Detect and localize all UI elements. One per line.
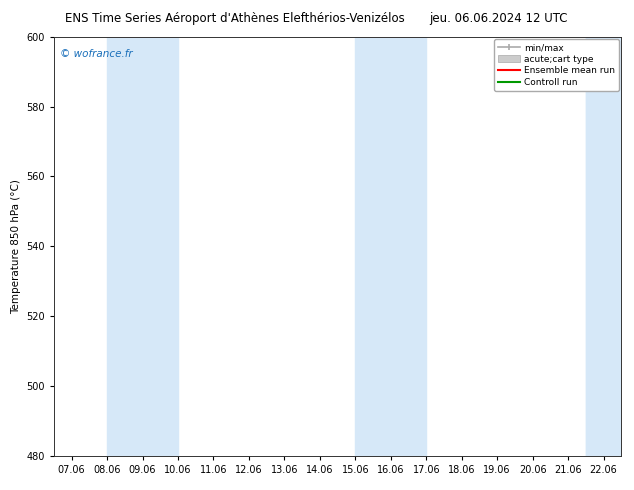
Text: © wofrance.fr: © wofrance.fr	[60, 49, 133, 59]
Bar	[586, 37, 634, 456]
Text: ENS Time Series Aéroport d'Athènes Elefthérios-Venizélos: ENS Time Series Aéroport d'Athènes Eleft…	[65, 12, 404, 25]
Bar	[355, 37, 426, 456]
Text: jeu. 06.06.2024 12 UTC: jeu. 06.06.2024 12 UTC	[429, 12, 567, 25]
Y-axis label: Temperature 850 hPa (°C): Temperature 850 hPa (°C)	[11, 179, 21, 314]
Bar	[107, 37, 178, 456]
Bar	[586, 37, 634, 456]
Legend: min/max, acute;cart type, Ensemble mean run, Controll run: min/max, acute;cart type, Ensemble mean …	[495, 40, 619, 91]
